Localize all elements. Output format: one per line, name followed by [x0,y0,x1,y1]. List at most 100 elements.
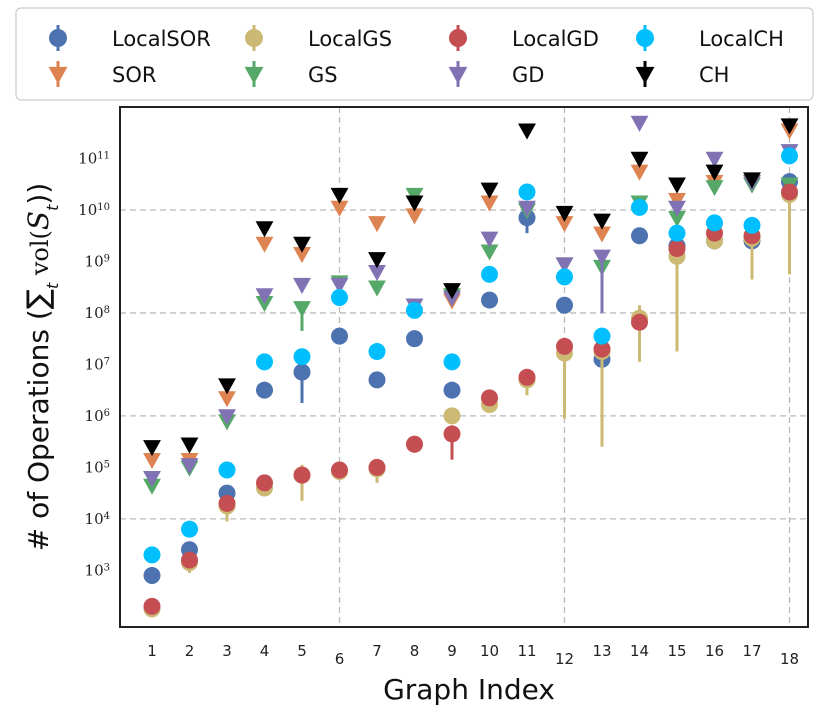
data-point [593,327,611,345]
data-point [406,301,423,319]
y-tick-label: 105 [85,458,110,476]
data-point [368,280,386,297]
data-point [368,371,386,389]
data-point [255,221,274,238]
data-point [255,288,274,305]
data-point [218,461,236,479]
data-point [143,567,161,585]
plot-background [120,107,808,627]
data-point [480,182,499,199]
series-localch [143,147,798,564]
data-point [293,277,311,294]
data-point [781,183,798,201]
data-point [368,216,386,233]
x-tick-label: 11 [517,642,536,660]
x-tick-label: 12 [555,650,574,668]
data-point [705,151,724,168]
data-point [668,224,686,242]
y-tick-label: 1010 [78,201,110,219]
y-tick-label: 108 [85,304,110,322]
legend-item-localgd: LocalGD [449,25,599,51]
data-point [443,407,461,425]
legend-label: SOR [112,63,156,87]
data-point [481,265,498,283]
data-point [406,330,423,348]
legend-item-localsor: LocalSOR [49,25,211,51]
data-point [218,494,236,512]
legend-marker [635,66,655,84]
data-point [480,244,499,261]
data-point [630,164,649,181]
y-tick-label: 107 [85,355,110,373]
series-layer [143,115,799,618]
x-tick-label: 10 [480,642,499,660]
legend-marker [48,66,68,84]
data-point [293,466,311,484]
legend-marker [49,29,67,47]
data-point [631,227,648,245]
legend-label: LocalGS [308,27,392,51]
data-point [781,147,798,165]
legend-label: LocalGD [512,27,599,51]
data-point [293,236,311,253]
x-axis-ticks: 1 2 3 4 5 6 7 8 9 10 11 12 13 14 15 16 17 18 [147,642,799,668]
data-point [256,381,273,399]
data-point [743,216,761,234]
data-point [706,214,723,232]
data-point [556,296,573,314]
data-point [293,363,311,381]
data-point [255,236,274,253]
legend-box [15,7,814,101]
legend-item-ch: CH [635,61,729,87]
data-point [480,195,499,212]
x-tick-label: 13 [592,642,611,660]
data-point [143,452,161,470]
legend-label: CH [699,63,729,87]
data-point [481,389,498,407]
x-tick-label: 5 [297,642,307,660]
data-point [405,208,424,225]
data-point [705,164,724,181]
data-point [218,391,236,408]
legend-marker [245,29,263,47]
legend-item-sor: SOR [48,61,156,87]
y-tick-label: 109 [85,252,110,270]
data-point [181,551,198,569]
data-point [518,183,536,201]
data-point [593,213,611,230]
legend-marker [636,29,654,47]
data-point [630,151,649,168]
y-tick-label: 104 [85,510,110,528]
data-point [256,474,273,492]
legend-item-localgs: LocalGS [245,25,392,51]
data-point [556,268,573,286]
y-tick-label: 106 [85,407,110,425]
x-tick-label: 7 [372,642,382,660]
data-point [518,123,536,140]
data-point [405,195,424,212]
data-point [668,200,686,217]
x-tick-label: 15 [667,642,686,660]
data-point [331,288,348,306]
legend-item-localch: LocalCH [636,25,784,51]
data-point [143,546,161,564]
legend-item-gs: GS [244,61,338,87]
x-tick-label: 16 [705,642,724,660]
data-point [481,291,498,309]
data-point [368,252,386,269]
legend-marker [448,66,468,84]
x-tick-label: 4 [260,642,270,660]
data-point [293,301,311,318]
data-point [143,440,161,457]
data-point [668,210,686,228]
data-point [330,187,349,204]
data-point [143,597,161,615]
data-point [630,115,649,132]
data-point [555,205,574,222]
data-point [518,200,536,217]
data-point [218,409,236,426]
data-point [368,265,386,282]
data-point [555,257,574,274]
x-tick-label: 6 [335,650,345,668]
